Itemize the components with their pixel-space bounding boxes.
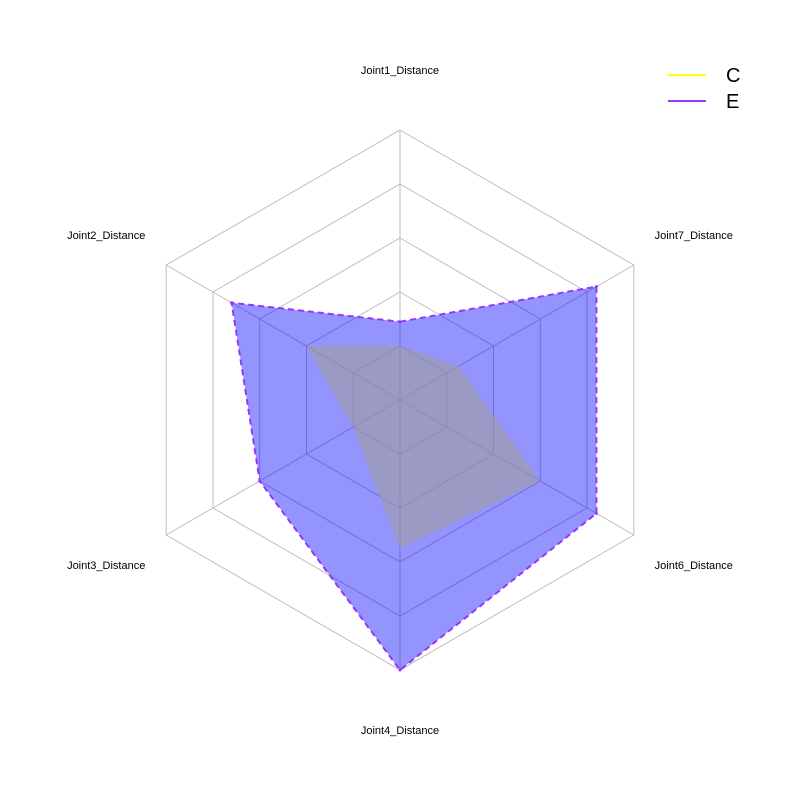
series-c-point-joint2-distance [305,345,308,348]
series-c-point-joint3-distance [352,426,355,429]
series-c-point-joint6-distance [539,480,542,483]
series-c-point-joint1-distance [399,345,402,348]
series-e-point-joint6-distance [594,511,598,515]
legend-label-e: E [726,91,739,113]
legend-item-c: C [668,65,740,87]
axis-labels: Joint1_Distance Joint7_Distance Joint6_Dis… [67,65,733,737]
legend-label-c: C [726,65,740,87]
series-c-point-joint4-distance [399,547,402,550]
legend: CE [668,65,740,113]
axis-label-joint6-distance: Joint6_Distance [655,560,733,572]
radar-series-layer [230,285,598,672]
series-e-point-joint7-distance [594,285,598,289]
series-e-point-joint1-distance [398,320,402,324]
series-e-point-joint2-distance [230,301,234,305]
series-e-point-joint3-distance [258,479,262,483]
axis-label-joint1-distance: Joint1_Distance [361,65,439,77]
legend-item-e: E [668,91,739,113]
series-c-point-joint7-distance [457,365,460,368]
axis-label-joint4-distance: Joint4_Distance [361,725,439,737]
axis-label-joint7-distance: Joint7_Distance [655,230,733,242]
axis-label-joint3-distance: Joint3_Distance [67,560,145,572]
series-c-area [306,346,541,549]
axis-label-joint2-distance: Joint2_Distance [67,230,145,242]
series-e-point-joint4-distance [398,668,402,672]
series-c [305,345,542,550]
